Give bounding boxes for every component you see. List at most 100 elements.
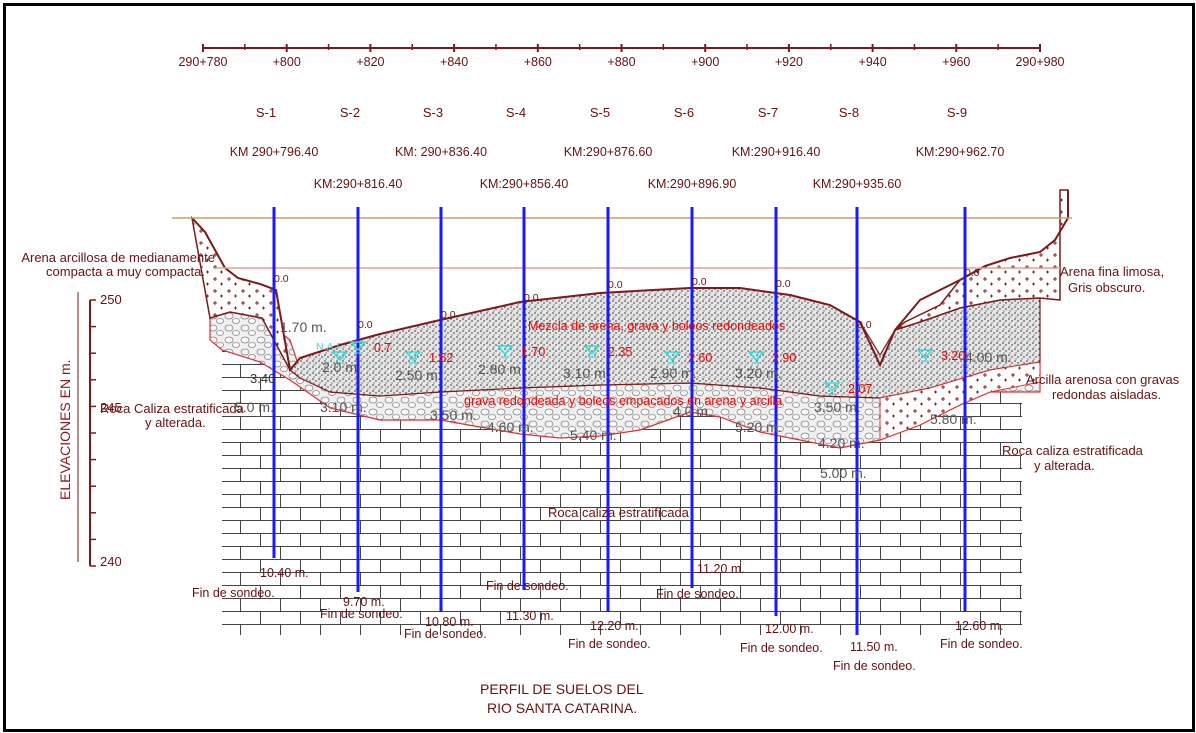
end-depth: 12.00 m.	[765, 622, 814, 636]
nap-depth: 1.52	[429, 351, 453, 365]
elevation-tick-label: 245	[100, 400, 122, 415]
layer-depth: 3.50 m.	[430, 407, 477, 423]
arcilla-arenosa-layer	[879, 361, 1041, 441]
chainage-tick-label: +920	[775, 55, 803, 69]
chainage-tick-label: +800	[273, 55, 301, 69]
sounding-id: S-8	[839, 105, 859, 120]
chainage-tick-label: +960	[942, 55, 970, 69]
chainage-tick-label: +820	[356, 55, 384, 69]
end-depth: 12.60 m.	[955, 619, 1004, 633]
end-label: Fin de sondeo.	[404, 627, 487, 641]
label-arena-fina-1: Arena fina limosa,	[1060, 264, 1164, 279]
nap-marker-icon	[747, 351, 765, 362]
label-roca-caliza-right-1: Roca caliza estratificada	[1002, 443, 1144, 458]
sounding-km: KM: 290+836.40	[395, 145, 487, 159]
sounding-id: S-9	[947, 105, 967, 120]
sounding-km: KM:290+916.40	[732, 145, 821, 159]
nap-marker-icon	[916, 349, 934, 360]
end-label: Fin de sondeo.	[740, 641, 823, 655]
label-arena-arcillosa-1: Arena arcillosa de medianamente	[21, 250, 215, 265]
chainage-tick-label: 290+980	[1015, 55, 1064, 69]
chainage-tick-label: +840	[440, 55, 468, 69]
layer-depth: 5.0 m.	[235, 399, 274, 415]
soundings-group: S-1 KM 290+796.40 0.0 N.A.F. 3.40 1.70 m. 5.0 …	[192, 105, 1023, 673]
layer-depth: 1.70 m.	[280, 319, 327, 335]
layer-depth: 4.20 m.	[818, 435, 865, 451]
sounding-id: S-3	[423, 105, 443, 120]
sounding-s-1: S-1 KM 290+796.40 0.0 N.A.F. 3.40 1.70 m. 5.0 …	[192, 105, 349, 600]
end-label: Fin de sondeo.	[833, 659, 916, 673]
chainage-tick-label: +940	[859, 55, 887, 69]
sounding-s-3: S-3 KM: 290+836.40 0.0 1.52 2.50 m. 3.50 m. 10…	[395, 105, 487, 641]
end-label: Fin de sondeo.	[656, 587, 739, 601]
layer-depth: 5.00 m.	[820, 465, 867, 481]
nap-depth: 0.7	[374, 341, 391, 355]
sounding-km: KM:290+876.60	[564, 145, 653, 159]
label-arcilla-arenosa-1: Arcilla arenosa con gravas	[1026, 372, 1180, 387]
surface-depth: 0.0	[274, 273, 289, 285]
layer-depth: 2.80 m.	[478, 361, 525, 377]
sounding-km: KM 290+796.40	[230, 145, 319, 159]
surface-depth: 0.0	[776, 278, 791, 290]
ground-surface-line	[191, 190, 1069, 373]
layer-depth: 4.00 m.	[965, 349, 1012, 365]
end-label: Fin de sondeo.	[486, 579, 569, 593]
layer-depth: 5.40 m.	[570, 427, 617, 443]
nap-marker-icon	[349, 341, 367, 352]
chainage-tick-label: +860	[524, 55, 552, 69]
sounding-km: KM:290+816.40	[314, 177, 403, 191]
sounding-id: S-5	[590, 105, 610, 120]
label-arena-arcillosa-2: compacta a muy compacta.	[46, 264, 205, 279]
sounding-id: S-4	[506, 105, 526, 120]
elevation-tick-label: 240	[100, 554, 122, 569]
sounding-id: S-6	[674, 105, 694, 120]
label-mezcla: Mezcla de arena, grava y boleos redondea…	[528, 319, 785, 333]
end-label: Fin de sondeo.	[568, 637, 651, 651]
nap-depth: 3.20	[941, 349, 965, 363]
layer-depth: 5.80 m.	[930, 411, 977, 427]
label-roca-caliza-right-2: y alterada.	[1034, 458, 1095, 473]
end-depth: 11.20 m.	[697, 562, 745, 576]
roca-caliza-layer	[222, 390, 1022, 635]
label-roca-caliza-left-2: y alterada.	[145, 415, 206, 430]
surface-depth: 0.0	[441, 309, 456, 321]
layer-depth: 4.60 m.	[487, 419, 534, 435]
nap-depth: 2.35	[608, 345, 632, 359]
sounding-s-4: S-4 KM:290+856.40 0.0 1.70 2.80 m. 4.60 m. 11.…	[478, 105, 569, 623]
nap-marker-icon	[331, 351, 349, 362]
nap-depth: 2.90	[772, 351, 796, 365]
surface-depth: 0.0	[692, 276, 707, 288]
end-label: Fin de sondeo.	[192, 586, 275, 600]
sounding-s-2: S-2 KM:290+816.40 0.00.7 2.0 m. 3.10 m. 9.70 …	[314, 105, 403, 621]
sounding-s-7: S-7 KM:290+916.40 0.0 2.903.20 m. 5.20 m. 12.…	[732, 105, 823, 655]
layer-depth: 2.0 m.	[322, 359, 361, 375]
nap-depth: 2.60	[688, 351, 712, 365]
end-label: Fin de sondeo.	[320, 607, 403, 621]
title-line-1: PERFIL DE SUELOS DEL	[480, 681, 644, 697]
title-line-2: RIO SANTA CATARINA.	[487, 700, 637, 716]
layer-depth: 3.10 m.	[320, 399, 367, 415]
label-arcilla-arenosa-2: redondas aisladas.	[1052, 387, 1161, 402]
nap-marker-icon	[404, 351, 422, 362]
nap-marker-icon	[496, 345, 514, 356]
elevation-axis-title: ELEVACIONES EN m.	[57, 359, 73, 500]
surface-depth: 0.0	[965, 267, 980, 279]
sounding-s-9: S-9 KM:290+962.70 0.0 3.20 4.00 m. 5.80 m. 12.…	[916, 105, 1023, 651]
layer-depth: 3.10 m.	[563, 365, 610, 381]
layer-depth: 3.50 m.	[814, 399, 861, 415]
sounding-id: S-1	[256, 105, 276, 120]
chainage-tick-label: +900	[691, 55, 719, 69]
sounding-id: S-7	[758, 105, 778, 120]
chainage-tick-label: +880	[607, 55, 635, 69]
label-grava: grava redondeada y boleos empacados en a…	[464, 394, 782, 408]
label-roca-estratificada: Roca caliza estratificada	[548, 505, 690, 520]
nap-marker-icon	[663, 351, 681, 362]
surface-depth: 0.0	[608, 279, 623, 291]
layer-labels: Arena arcillosa de medianamente compacta…	[21, 250, 1179, 520]
chainage-tick-label: 290+780	[178, 55, 227, 69]
sounding-km: KM:290+935.60	[813, 177, 902, 191]
end-depth: 10.80 m.	[425, 615, 474, 629]
nap-depth: 3.40	[250, 371, 275, 386]
layer-depth: 2.50 m.	[395, 367, 442, 383]
end-depth: 12.20 m.	[590, 619, 639, 633]
